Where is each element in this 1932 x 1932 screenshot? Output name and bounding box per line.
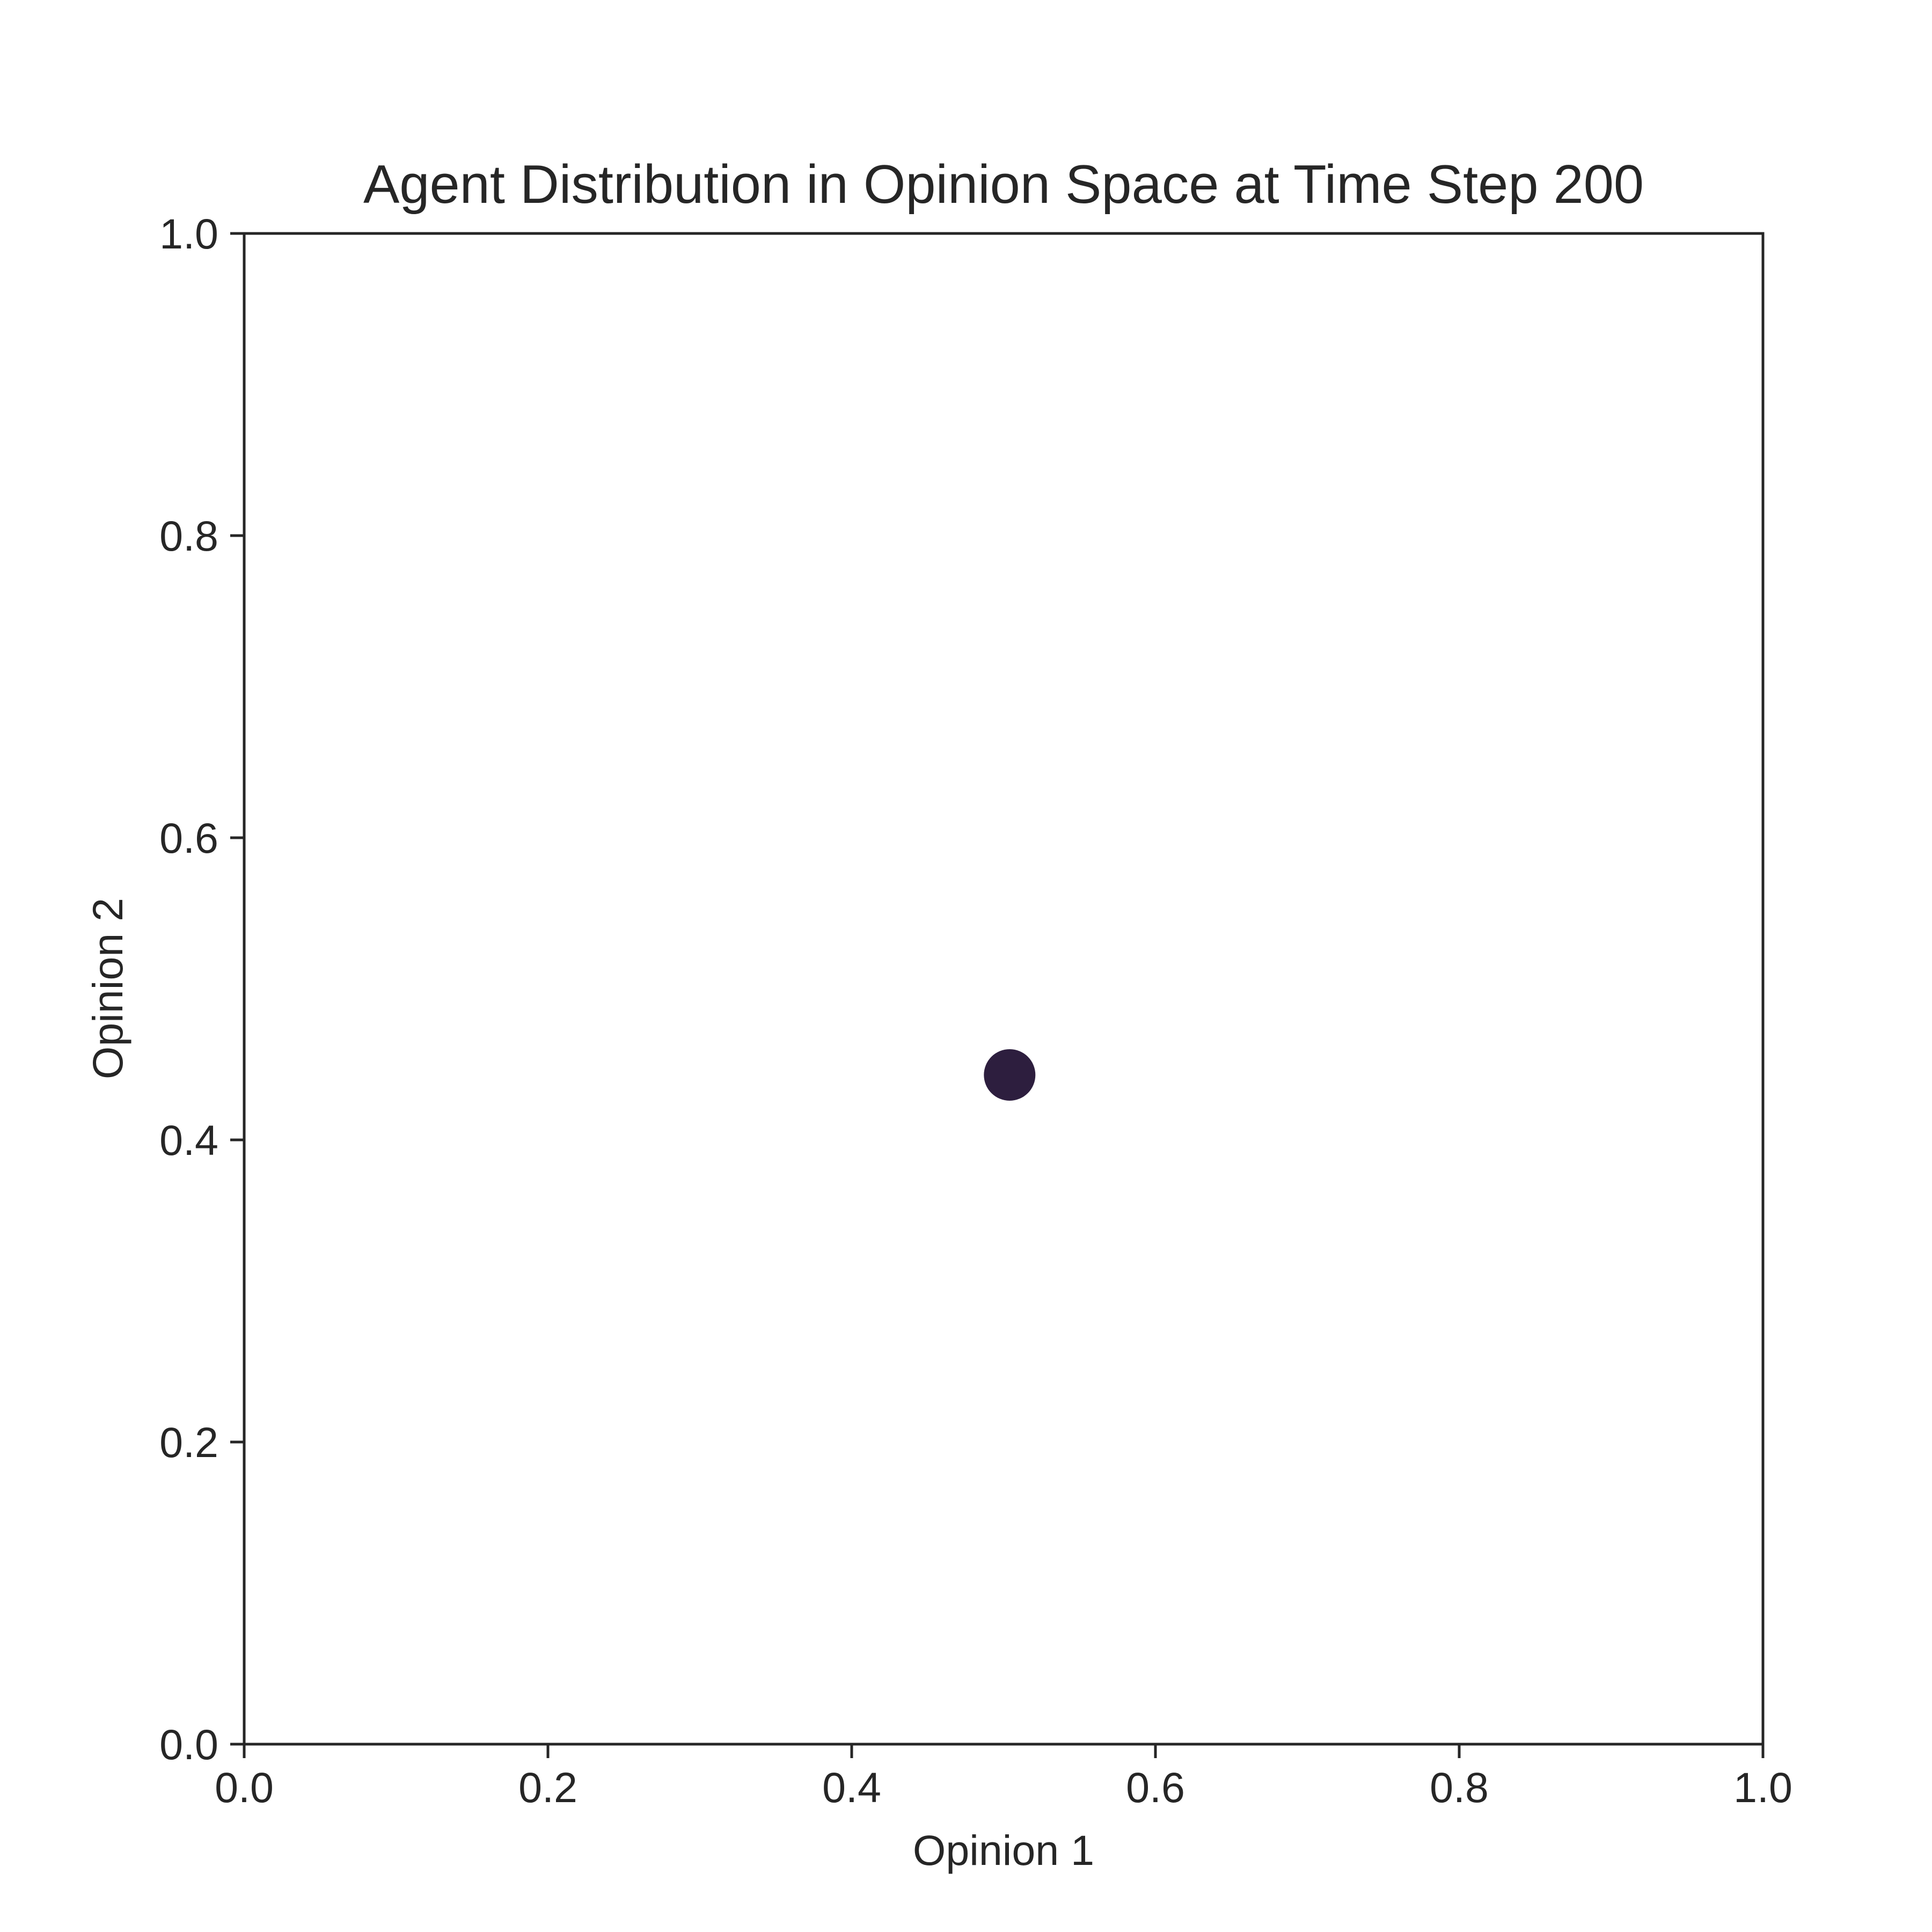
x-axis-ticks: 0.0 0.2 0.4 0.6 0.8 1.0 xyxy=(215,1744,1792,1811)
y-tick-label: 0.8 xyxy=(159,512,218,560)
x-tick-label: 0.8 xyxy=(1430,1763,1489,1811)
x-tick-label: 0.0 xyxy=(215,1763,274,1811)
data-point xyxy=(984,1049,1036,1101)
y-tick-label: 0.2 xyxy=(159,1418,218,1466)
y-axis-label: Opinion 2 xyxy=(84,898,131,1079)
plot-area-frame xyxy=(243,232,1765,1746)
y-tick-label: 0.6 xyxy=(159,814,218,862)
x-tick-label: 0.4 xyxy=(822,1763,881,1811)
y-tick-label: 0.4 xyxy=(159,1116,218,1164)
x-tick-label: 0.6 xyxy=(1126,1763,1185,1811)
y-tick-label: 0.0 xyxy=(159,1721,218,1768)
x-tick-label: 0.2 xyxy=(518,1763,577,1811)
x-axis-label: Opinion 1 xyxy=(913,1826,1094,1874)
y-tick-label: 1.0 xyxy=(159,210,218,258)
chart-title: Agent Distribution in Opinion Space at T… xyxy=(363,155,1644,215)
x-tick-label: 1.0 xyxy=(1733,1763,1792,1811)
y-axis-ticks: 0.0 0.2 0.4 0.6 0.8 1.0 xyxy=(159,210,244,1768)
data-points xyxy=(984,1049,1036,1101)
